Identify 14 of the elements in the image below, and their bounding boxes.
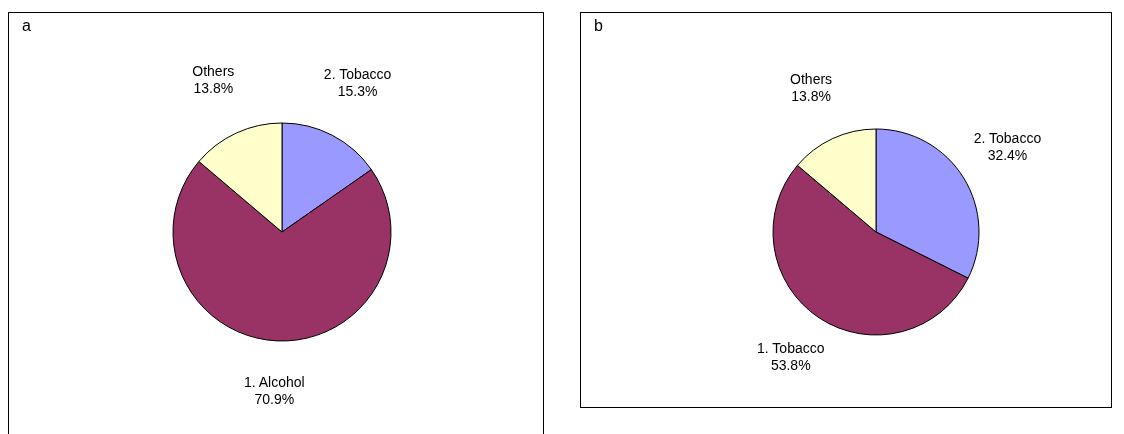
text: a bbox=[22, 17, 31, 35]
slice-label: 2. Tobacco bbox=[973, 129, 1042, 146]
slice-label: 2. Tobacco bbox=[323, 66, 392, 83]
slice-label: 1. Tobacco bbox=[757, 339, 825, 356]
slice-label: Others bbox=[192, 62, 235, 79]
data-label: 32.4% bbox=[987, 146, 1028, 163]
data-label: 70.9% bbox=[254, 391, 295, 408]
data-label: 15.3% bbox=[337, 83, 378, 100]
slice-label: Others bbox=[790, 70, 833, 87]
slice-label: 1. Alcohol bbox=[243, 374, 305, 391]
data-label: 53.8% bbox=[770, 356, 811, 373]
data-label: 13.8% bbox=[193, 79, 234, 96]
data-label: 13.8% bbox=[791, 87, 831, 104]
text: b bbox=[594, 17, 603, 35]
